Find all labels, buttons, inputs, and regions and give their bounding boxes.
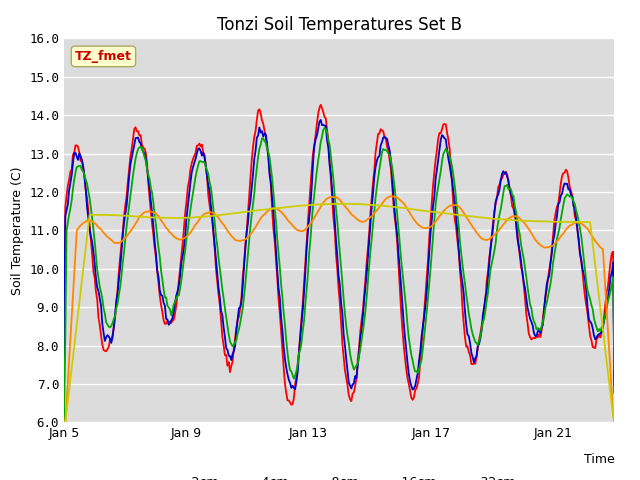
Text: TZ_fmet: TZ_fmet	[75, 50, 132, 63]
-16cm	[60, 420, 68, 425]
-32cm	[497, 216, 504, 222]
-32cm	[566, 219, 573, 225]
-2cm	[287, 402, 295, 408]
-32cm	[381, 203, 388, 209]
-16cm	[611, 420, 618, 425]
-16cm	[497, 225, 504, 231]
-32cm	[611, 420, 618, 425]
Legend: -2cm, -4cm, -8cm, -16cm, -32cm: -2cm, -4cm, -8cm, -16cm, -32cm	[158, 471, 520, 480]
Title: Tonzi Soil Temperatures Set B: Tonzi Soil Temperatures Set B	[217, 16, 461, 34]
-8cm	[566, 193, 573, 199]
-32cm	[485, 216, 493, 221]
-8cm	[485, 278, 493, 284]
-2cm	[611, 382, 618, 388]
-4cm	[444, 147, 451, 153]
Line: -2cm: -2cm	[64, 105, 614, 405]
-2cm	[498, 176, 506, 181]
-4cm	[611, 390, 618, 396]
-2cm	[382, 136, 390, 142]
-8cm	[60, 420, 68, 425]
Line: -32cm: -32cm	[64, 204, 614, 422]
-16cm	[444, 205, 451, 211]
-8cm	[611, 366, 618, 372]
-16cm	[566, 223, 573, 228]
-2cm	[317, 102, 324, 108]
-8cm	[102, 320, 110, 325]
-32cm	[60, 420, 68, 425]
-2cm	[486, 247, 494, 252]
-2cm	[102, 348, 110, 354]
Text: Time: Time	[584, 453, 614, 466]
-4cm	[102, 335, 110, 340]
-4cm	[485, 261, 493, 266]
Line: -16cm: -16cm	[64, 196, 614, 422]
-4cm	[497, 178, 504, 183]
-2cm	[445, 137, 452, 143]
-16cm	[380, 199, 387, 205]
Line: -4cm: -4cm	[64, 120, 614, 393]
Y-axis label: Soil Temperature (C): Soil Temperature (C)	[11, 166, 24, 295]
-8cm	[321, 125, 328, 131]
-4cm	[381, 134, 388, 140]
-16cm	[485, 236, 493, 242]
-4cm	[317, 117, 324, 123]
-16cm	[387, 193, 395, 199]
-4cm	[60, 358, 68, 364]
-16cm	[102, 233, 110, 239]
-8cm	[444, 148, 451, 154]
-4cm	[566, 187, 573, 192]
-8cm	[381, 147, 388, 153]
-2cm	[567, 188, 575, 194]
-32cm	[444, 211, 451, 216]
-32cm	[102, 212, 110, 218]
-8cm	[497, 206, 504, 212]
-32cm	[337, 201, 345, 207]
Line: -8cm: -8cm	[64, 128, 614, 422]
-2cm	[60, 355, 68, 361]
